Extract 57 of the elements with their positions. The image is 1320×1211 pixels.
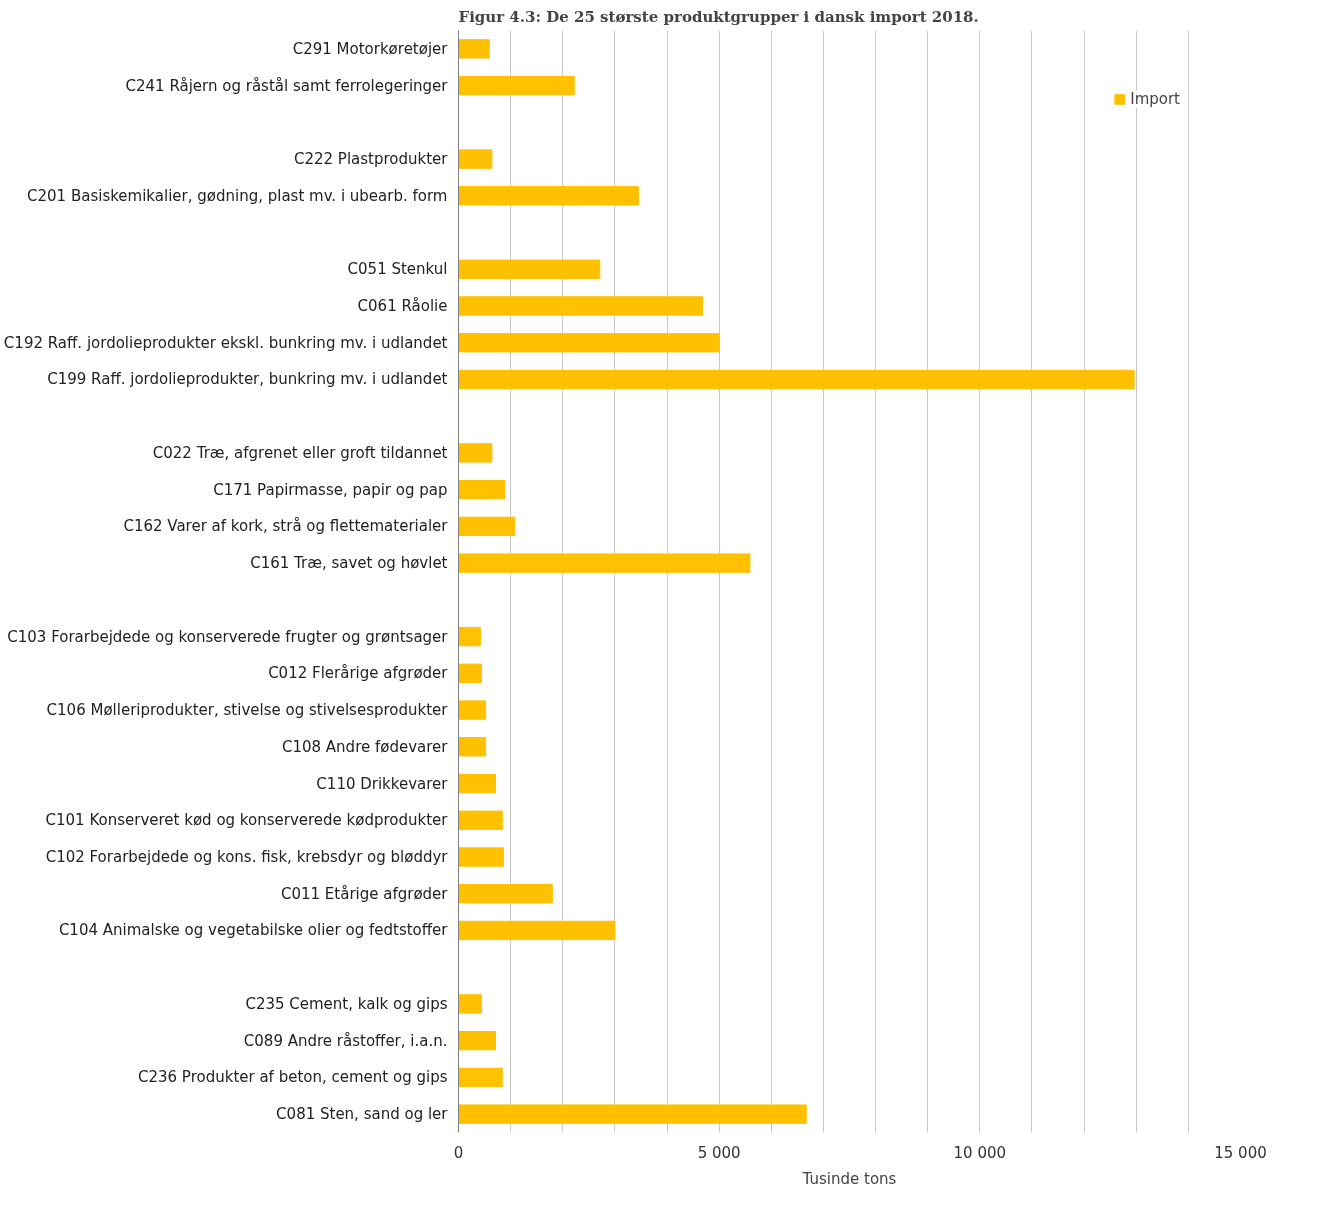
bar bbox=[458, 810, 503, 830]
bar bbox=[458, 333, 720, 353]
bar bbox=[458, 296, 703, 316]
y-tick-label: C241 Råjern og råstål samt ferrolegeringer bbox=[125, 76, 449, 95]
y-tick-label: C022 Træ, afgrenet eller groft tildannet bbox=[152, 443, 448, 462]
y-tick-label: C291 Motorkøretøjer bbox=[292, 39, 449, 58]
y-tick-label: C161 Træ, savet og høvlet bbox=[250, 554, 448, 573]
x-axis-title: Tusinde tons bbox=[801, 1169, 897, 1188]
y-tick-label: C162 Varer af kork, strå og flettematerialer bbox=[123, 517, 449, 536]
bar bbox=[458, 663, 482, 684]
bar bbox=[458, 259, 601, 279]
bar bbox=[458, 479, 506, 500]
y-tick-label: C104 Animalske og vegetabilske olier og fedtstoffer bbox=[58, 921, 449, 940]
bar bbox=[458, 186, 639, 206]
bar bbox=[458, 884, 553, 904]
y-tick-label: C089 Andre råstoffer, i.a.n. bbox=[243, 1031, 448, 1050]
x-tick-label: 5 000 bbox=[697, 1143, 741, 1162]
y-tick-label: C061 Råolie bbox=[357, 297, 448, 315]
x-tick-label: 10 000 bbox=[953, 1143, 1007, 1162]
bar bbox=[458, 994, 482, 1014]
bar bbox=[458, 626, 481, 647]
y-tick-label: C236 Produkter af beton, cement og gips bbox=[138, 1068, 448, 1087]
bar bbox=[458, 369, 1135, 390]
bar bbox=[458, 1104, 807, 1124]
y-tick-label: C103 Forarbejdede og konserverede frugter og grøntsager bbox=[7, 627, 449, 646]
chart-title: Figur 4.3: De 25 største produktgrupper i dansk import 2018. bbox=[458, 7, 979, 26]
y-tick-label: C201 Basiskemikalier, gødning, plast mv. i ubearb. form bbox=[27, 186, 448, 205]
bar bbox=[458, 737, 487, 757]
bar bbox=[458, 773, 497, 794]
y-tick-label: C012 Flerårige afgrøder bbox=[268, 664, 449, 683]
bar bbox=[458, 516, 516, 537]
y-tick-label: C102 Forarbejdede og kons. fisk, krebsdyr og bløddyr bbox=[45, 848, 449, 866]
legend-label: Import bbox=[1130, 90, 1180, 108]
y-tick-label: C235 Cement, kalk og gips bbox=[245, 994, 448, 1013]
bar bbox=[458, 443, 493, 463]
y-tick-label: C101 Konserveret kød og konserverede kødprodukter bbox=[45, 811, 449, 830]
y-tick-label: C081 Sten, sand og ler bbox=[276, 1105, 449, 1124]
bar bbox=[458, 700, 487, 720]
y-tick-label: C222 Plastprodukter bbox=[294, 150, 449, 169]
bar bbox=[458, 847, 504, 867]
bar bbox=[458, 75, 575, 96]
y-tick-label: C192 Raff. jordolieprodukter ekskl. bunkring mv. i udlandet bbox=[3, 333, 448, 352]
y-tick-label: C106 Mølleriprodukter, stivelse og stivelsesprodukter bbox=[46, 701, 449, 720]
bar bbox=[458, 149, 493, 169]
y-tick-label: C171 Papirmasse, papir og pap bbox=[213, 480, 448, 499]
y-tick-label: C110 Drikkevarer bbox=[316, 774, 449, 793]
y-tick-label: C011 Etårige afgrøder bbox=[280, 884, 449, 903]
y-tick-label: C199 Raff. jordolieprodukter, bunkring mv. i udlandet bbox=[47, 370, 448, 389]
y-tick-label: C108 Andre fødevarer bbox=[281, 737, 449, 756]
bar bbox=[458, 39, 490, 59]
x-tick-label: 0 bbox=[453, 1143, 464, 1162]
bar bbox=[458, 1067, 503, 1088]
y-tick-label: C051 Stenkul bbox=[347, 260, 448, 279]
bar bbox=[458, 920, 616, 941]
bar bbox=[458, 553, 751, 573]
bar bbox=[458, 1030, 497, 1051]
x-tick-label: 15 000 bbox=[1214, 1143, 1267, 1162]
